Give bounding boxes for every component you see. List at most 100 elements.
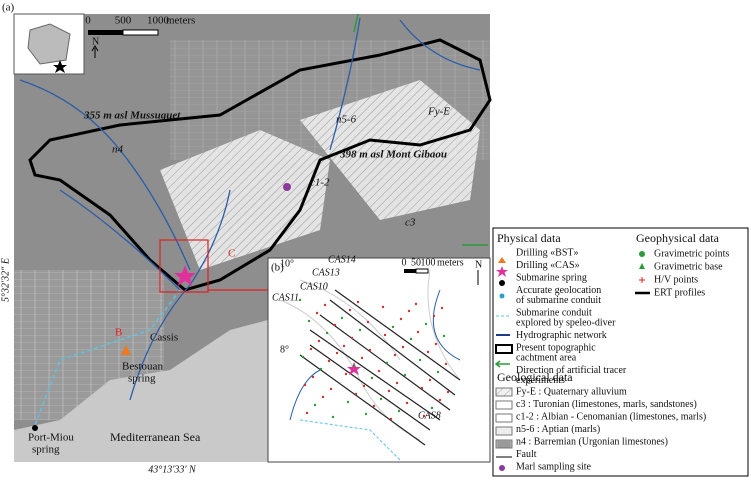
- survey-point: [356, 300, 360, 304]
- survey-point: [317, 339, 321, 343]
- survey-point: [409, 337, 413, 341]
- panel-label: (b): [271, 262, 284, 274]
- survey-point: [401, 345, 405, 349]
- legend-title: Geological data: [497, 370, 573, 384]
- survey-point: [352, 364, 356, 368]
- survey-point: [348, 308, 352, 312]
- legend-item: Gravimetric points: [654, 248, 729, 259]
- survey-point: [395, 381, 399, 385]
- survey-point: [329, 387, 333, 391]
- legend-item: explored by speleo-diver: [516, 317, 616, 328]
- legend-item: Hydrographic network: [516, 330, 607, 341]
- survey-point: [354, 392, 358, 396]
- survey-point: [426, 350, 430, 354]
- survey-point: [424, 322, 428, 326]
- survey-point: [444, 362, 448, 366]
- site-label: spring: [128, 373, 156, 385]
- scale-label: 1000: [147, 15, 170, 27]
- survey-point: [399, 317, 403, 321]
- scale-label: 100: [421, 257, 436, 268]
- survey-point: [313, 403, 317, 407]
- survey-point: [377, 369, 381, 373]
- survey-point: [428, 378, 432, 382]
- peak: 398 m asl Mont Gibaou: [339, 149, 447, 161]
- legend-title: Physical data: [497, 231, 561, 245]
- survey-point: [309, 347, 313, 351]
- scale-label: 0: [402, 257, 407, 268]
- peak: 355 m asl Mussuguet: [83, 110, 181, 122]
- survey-point: [307, 319, 311, 323]
- survey-point: [372, 404, 376, 408]
- survey-point: [340, 316, 344, 320]
- survey-point: [432, 314, 436, 318]
- unit-label: Fy-E: [427, 106, 450, 118]
- survey-point: [370, 376, 374, 380]
- unit-label: n5-6: [336, 114, 357, 126]
- site-label: Cassis: [150, 332, 178, 344]
- unit-label: n4: [112, 144, 124, 156]
- legend-title: Geophysical data: [636, 231, 720, 245]
- survey-point: [383, 333, 387, 337]
- survey-point: [335, 351, 339, 355]
- profile-label: CAS10: [300, 281, 328, 292]
- latitude: 43°13'33' N: [148, 464, 197, 475]
- legend-item: c3 : Turonian (limestones, marls, sandst…: [516, 399, 697, 410]
- site-label: C: [228, 248, 235, 260]
- north: N: [92, 36, 99, 47]
- scale-label: 500: [115, 15, 132, 27]
- scale-label: 0: [85, 15, 91, 27]
- survey-point: [331, 415, 335, 419]
- survey-point: [393, 353, 397, 357]
- longitude: 5°32'32" E: [0, 258, 11, 302]
- legend-item: Fault: [516, 449, 537, 460]
- survey-point: [298, 298, 302, 302]
- north: N: [475, 259, 482, 270]
- legend-item: Drilling «BST»: [516, 247, 579, 258]
- scale-label: 50: [411, 257, 421, 268]
- survey-point: [346, 400, 350, 404]
- profile-label: CAS11: [272, 292, 299, 303]
- legend-item: Gravimetric base: [654, 261, 723, 272]
- legend-item: H/V points: [654, 274, 698, 285]
- scale-unit: meters: [437, 257, 464, 268]
- survey-point: [319, 367, 323, 371]
- survey-point: [436, 370, 440, 374]
- map-a: [13, 13, 492, 462]
- survey-point: [323, 303, 327, 307]
- survey-point: [327, 359, 331, 363]
- sea-label: Mediterranean Sea: [110, 430, 201, 444]
- panel-label: (a): [2, 2, 15, 14]
- unit-label: c3: [405, 217, 416, 229]
- survey-point: [422, 414, 426, 418]
- profile-label: CAS14: [328, 254, 356, 265]
- survey-point: [303, 383, 307, 387]
- survey-point: [342, 344, 346, 348]
- map-b: [267, 257, 491, 463]
- scale-unit: meters: [166, 15, 195, 27]
- survey-point: [397, 409, 401, 413]
- survey-point: [301, 355, 305, 359]
- legend-item: Drilling «CAS»: [516, 260, 580, 271]
- survey-point: [350, 336, 354, 340]
- survey-point: [416, 330, 420, 334]
- survey-point: [414, 302, 418, 306]
- survey-point: [389, 417, 393, 421]
- survey-point: [305, 411, 309, 415]
- survey-point: [321, 395, 325, 399]
- legend-item: Submarine conduit: [516, 307, 592, 318]
- survey-point: [446, 390, 450, 394]
- geophysical-points: [298, 298, 450, 421]
- legend-item: Marl sampling site: [516, 461, 592, 472]
- legend-item: n5-6 : Aptian (marls): [516, 424, 600, 435]
- dip: 10°: [280, 258, 294, 269]
- legend-item: Present topographic: [516, 342, 596, 353]
- legend-item: of submarine conduit: [516, 295, 601, 306]
- legend-text: Physical data Drilling «BST» Drilling «CAS…: [497, 231, 729, 473]
- survey-point: [434, 342, 438, 346]
- survey-point: [360, 356, 364, 360]
- site-label: B: [115, 327, 122, 339]
- profile-label: CAS13: [312, 267, 340, 278]
- site-label: Bestouan: [122, 361, 163, 373]
- survey-point: [405, 401, 409, 405]
- legend-item: cachtment area: [516, 352, 577, 363]
